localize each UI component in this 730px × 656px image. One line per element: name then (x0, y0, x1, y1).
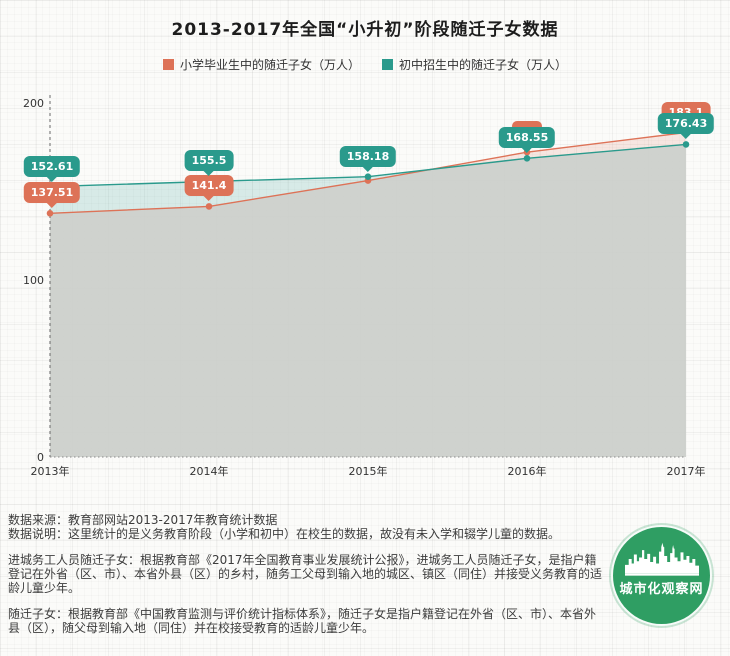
page-title: 2013-2017年全国“小升初”阶段随迁子女数据 (171, 20, 559, 40)
orange-data-point (205, 203, 213, 210)
x-axis-tick-label: 2016年 (507, 465, 547, 478)
teal-data-point (523, 155, 531, 162)
legend-swatch-teal-icon (382, 59, 393, 70)
teal-data-point (682, 141, 690, 148)
data-source-line: 数据来源：教育部网站2013-2017年教育统计数据 (8, 513, 278, 527)
teal-value-bubble: 155.5 (184, 150, 234, 172)
y-axis-tick-label: 200 (23, 96, 44, 110)
teal-value-bubble: 168.55 (498, 127, 556, 149)
teal-data-point (364, 173, 372, 180)
footer-source-and-note: 数据来源：教育部网站2013-2017年教育统计数据 数据说明：这里统计的是义务… (8, 513, 606, 541)
chart-legend: 小学毕业生中的随迁子女（万人） 初中招生中的随迁子女（万人） (0, 56, 730, 73)
y-axis-tick-label: 0 (37, 451, 44, 464)
band-teal-over-orange (50, 169, 430, 214)
site-logo: 城市化观察网 (613, 527, 710, 624)
orange-value-bubble: 137.51 (23, 182, 81, 204)
legend-label: 初中招生中的随迁子女（万人） (399, 58, 568, 72)
orange-value-bubble: 141.4 (184, 175, 234, 197)
teal-value-bubble: 158.18 (339, 145, 397, 167)
footer-notes: 数据来源：教育部网站2013-2017年教育统计数据 数据说明：这里统计的是义务… (8, 513, 606, 647)
x-axis-tick-label: 2015年 (348, 465, 388, 478)
x-axis-tick-label: 2013年 (30, 465, 70, 478)
x-axis-tick-label: 2017年 (666, 465, 706, 478)
y-axis-tick-label: 100 (23, 273, 44, 287)
legend-item-junior-enroll: 初中招生中的随迁子女（万人） (382, 56, 567, 73)
logo-text: 城市化观察网 (619, 582, 704, 597)
definition-migrant-worker-children: 进城务工人员随迁子女：根据教育部《2017年全国教育事业发展统计公报》，进城务工… (8, 553, 603, 595)
area-under-lines (50, 144, 686, 457)
x-axis-tick-label: 2014年 (189, 465, 229, 478)
legend-label: 小学毕业生中的随迁子女（万人） (179, 58, 360, 72)
data-note-line: 数据说明：这里统计的是义务教育阶段（小学和初中）在校生的数据，故没有未入学和辍学… (8, 527, 561, 541)
legend-swatch-orange-icon (162, 59, 174, 70)
legend-item-primary-grads: 小学毕业生中的随迁子女（万人） (162, 56, 360, 73)
teal-value-bubble: 176.43 (657, 113, 715, 135)
orange-value-bubble (512, 121, 542, 132)
teal-value-bubble: 152.61 (23, 155, 81, 177)
band-orange-over-teal (429, 132, 686, 170)
definition-migrant-children: 随迁子女：根据教育部《中国教育监测与评价统计指标体系》，随迁子女是指户籍登记在外… (8, 607, 597, 635)
orange-data-point (46, 210, 54, 217)
city-skyline-icon (624, 542, 699, 576)
